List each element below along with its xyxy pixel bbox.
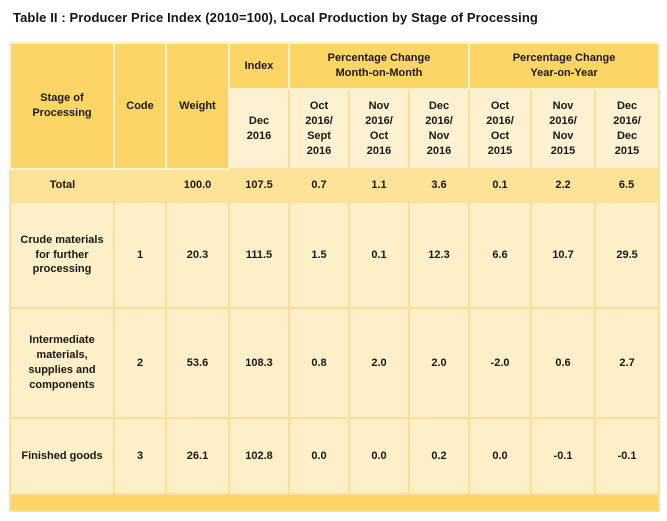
subheader-yoy-oct: Oct 2016/ Oct 2015	[468, 88, 533, 170]
yoy-nov-cell: 2.2	[531, 168, 596, 203]
stage-cell: Total	[10, 168, 114, 203]
mom-oct-cell: 0.8	[288, 307, 350, 419]
table-row-finished-goods: Finished goods 3 26.1 102.8 0.0 0.0 0.2 …	[9, 417, 661, 495]
index-cell: 107.5	[229, 168, 289, 203]
mom-nov-cell: 0.1	[348, 201, 410, 309]
table-footer-bar	[10, 493, 660, 511]
code-cell	[114, 168, 166, 203]
mom-dec-cell: 3.6	[409, 168, 470, 203]
header-weight: Weight	[165, 42, 230, 170]
mom-dec-cell: 12.3	[407, 201, 471, 309]
ppi-table: Stage of Processing Code Weight Index Pe…	[9, 42, 661, 512]
mom-nov-cell: 1.1	[349, 168, 409, 203]
header-row-groups: Stage of Processing Code Weight Index Pe…	[9, 42, 661, 170]
subheader-yoy-dec: Dec 2016/ Dec 2015	[594, 88, 661, 170]
subheader-mom-oct: Oct 2016/ Sept 2016	[288, 88, 350, 170]
mom-dec-cell: 2.0	[407, 307, 471, 419]
stage-cell: Finished goods	[9, 417, 115, 495]
yoy-oct-cell: 0.1	[469, 168, 532, 203]
table-body: Total 100.0 107.5 0.7 1.1 3.6 0.1 2.2 6.…	[9, 168, 661, 495]
yoy-dec-cell: -0.1	[594, 417, 661, 495]
stage-cell: Intermediate materials, supplies and com…	[9, 307, 115, 419]
stage-cell: Crude materials for further processing	[9, 201, 115, 309]
yoy-nov-cell: 0.6	[530, 307, 597, 419]
mom-oct-cell: 0.7	[289, 168, 349, 203]
weight-cell: 100.0	[166, 168, 229, 203]
yoy-nov-cell: -0.1	[530, 417, 597, 495]
code-cell: 2	[113, 307, 167, 419]
yoy-oct-cell: 0.0	[468, 417, 533, 495]
header-code: Code	[113, 42, 167, 170]
header-index: Index	[228, 42, 290, 90]
mom-oct-cell: 1.5	[288, 201, 350, 309]
yoy-nov-cell: 10.7	[530, 201, 597, 309]
mom-oct-cell: 0.0	[288, 417, 350, 495]
index-cell: 108.3	[228, 307, 290, 419]
subheader-mom-nov: Nov 2016/ Oct 2016	[348, 88, 410, 170]
header-group-year-on-year: Percentage Change Year-on-Year	[468, 42, 661, 90]
weight-cell: 20.3	[165, 201, 230, 309]
header-row-periods: Dec 2016 Oct 2016/ Sept 2016 Nov 2016/ O…	[10, 88, 661, 170]
table-row-crude-materials: Crude materials for further processing 1…	[9, 201, 661, 309]
yoy-oct-cell: 6.6	[468, 201, 533, 309]
yoy-dec-cell: 29.5	[594, 201, 661, 309]
table-footer	[10, 493, 660, 511]
header-stage-of-processing: Stage of Processing	[9, 42, 115, 170]
code-cell: 3	[113, 417, 167, 495]
weight-cell: 53.6	[165, 307, 230, 419]
mom-nov-cell: 0.0	[348, 417, 410, 495]
yoy-dec-cell: 2.7	[594, 307, 661, 419]
footer-row	[10, 493, 660, 511]
table-row-total: Total 100.0 107.5 0.7 1.1 3.6 0.1 2.2 6.…	[10, 168, 660, 203]
index-cell: 111.5	[228, 201, 290, 309]
weight-cell: 26.1	[165, 417, 230, 495]
mom-nov-cell: 2.0	[348, 307, 410, 419]
code-cell: 1	[113, 201, 167, 309]
index-cell: 102.8	[228, 417, 290, 495]
yoy-oct-cell: -2.0	[468, 307, 533, 419]
table-row-intermediate-materials: Intermediate materials, supplies and com…	[9, 307, 661, 419]
mom-dec-cell: 0.2	[407, 417, 471, 495]
table-title: Table II : Producer Price Index (2010=10…	[13, 10, 538, 25]
subheader-mom-dec: Dec 2016/ Nov 2016	[407, 88, 471, 170]
table-header: Stage of Processing Code Weight Index Pe…	[9, 42, 661, 170]
yoy-dec-cell: 6.5	[595, 168, 660, 203]
header-group-month-on-month: Percentage Change Month-on-Month	[287, 42, 471, 90]
subheader-yoy-nov: Nov 2016/ Nov 2015	[530, 88, 597, 170]
subheader-index-dec-2016: Dec 2016	[228, 88, 290, 170]
